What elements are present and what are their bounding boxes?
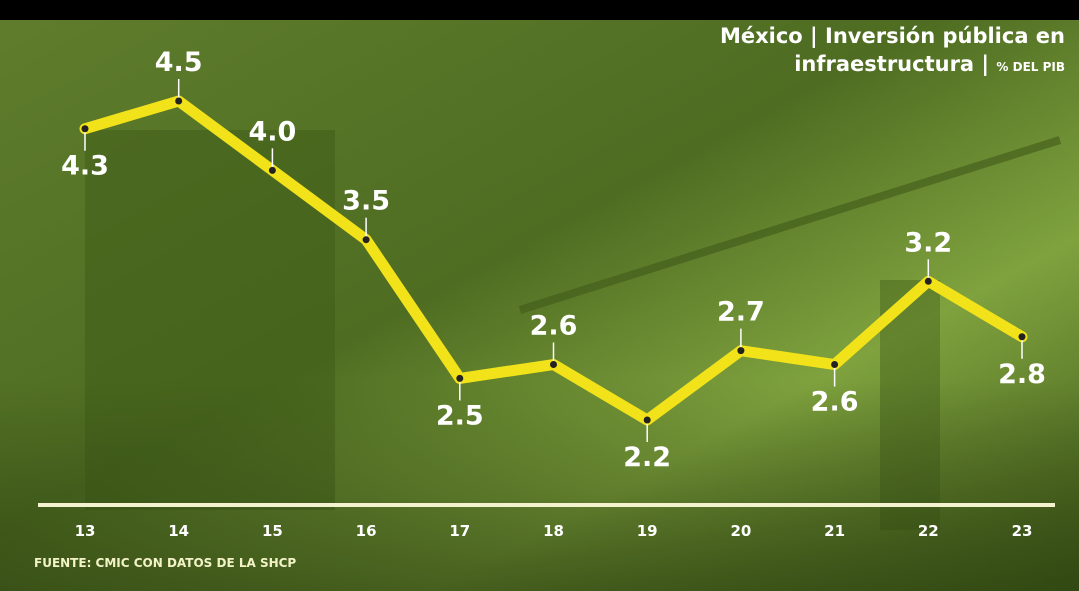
x-tick-label: 17 xyxy=(449,522,470,540)
value-label: 4.3 xyxy=(61,151,109,182)
point xyxy=(831,361,839,369)
x-tick-label: 15 xyxy=(262,522,283,540)
value-label: 2.2 xyxy=(623,442,671,473)
x-tick-label: 13 xyxy=(75,522,96,540)
point xyxy=(643,416,651,424)
point xyxy=(362,236,370,244)
chart-title: México | Inversión pública en infraestru… xyxy=(705,22,1065,81)
title-text: México | Inversión pública en infraestru… xyxy=(719,24,1065,76)
x-tick-label: 19 xyxy=(637,522,658,540)
value-label: 2.7 xyxy=(717,297,765,328)
point xyxy=(924,277,932,285)
point xyxy=(81,125,89,133)
point xyxy=(1018,333,1026,341)
point xyxy=(268,166,276,174)
x-tick-label: 20 xyxy=(730,522,751,540)
value-label: 3.5 xyxy=(342,186,390,217)
top-bar xyxy=(0,0,1079,20)
point xyxy=(550,361,557,369)
x-tick-label: 22 xyxy=(918,522,939,540)
value-label: 3.2 xyxy=(904,227,952,258)
source: FUENTE: CMIC CON DATOS DE LA SHCP xyxy=(34,556,297,570)
x-tick-label: 16 xyxy=(356,522,377,540)
x-tick-label: 14 xyxy=(168,522,189,540)
value-label: 2.8 xyxy=(998,359,1046,390)
unit-label: % DEL PIB xyxy=(996,60,1065,74)
x-tick-label: 18 xyxy=(543,522,564,540)
value-label: 4.5 xyxy=(155,47,203,78)
value-label: 4.0 xyxy=(248,116,296,147)
value-label: 2.6 xyxy=(811,387,859,418)
background-crane-arm xyxy=(518,136,1062,314)
value-label: 2.5 xyxy=(436,400,484,431)
background-fade xyxy=(0,380,1079,591)
x-tick-label: 21 xyxy=(824,522,845,540)
value-label: 2.6 xyxy=(530,311,578,342)
point xyxy=(737,347,745,355)
point xyxy=(456,374,464,382)
x-tick-label: 23 xyxy=(1012,522,1033,540)
point xyxy=(175,97,183,105)
